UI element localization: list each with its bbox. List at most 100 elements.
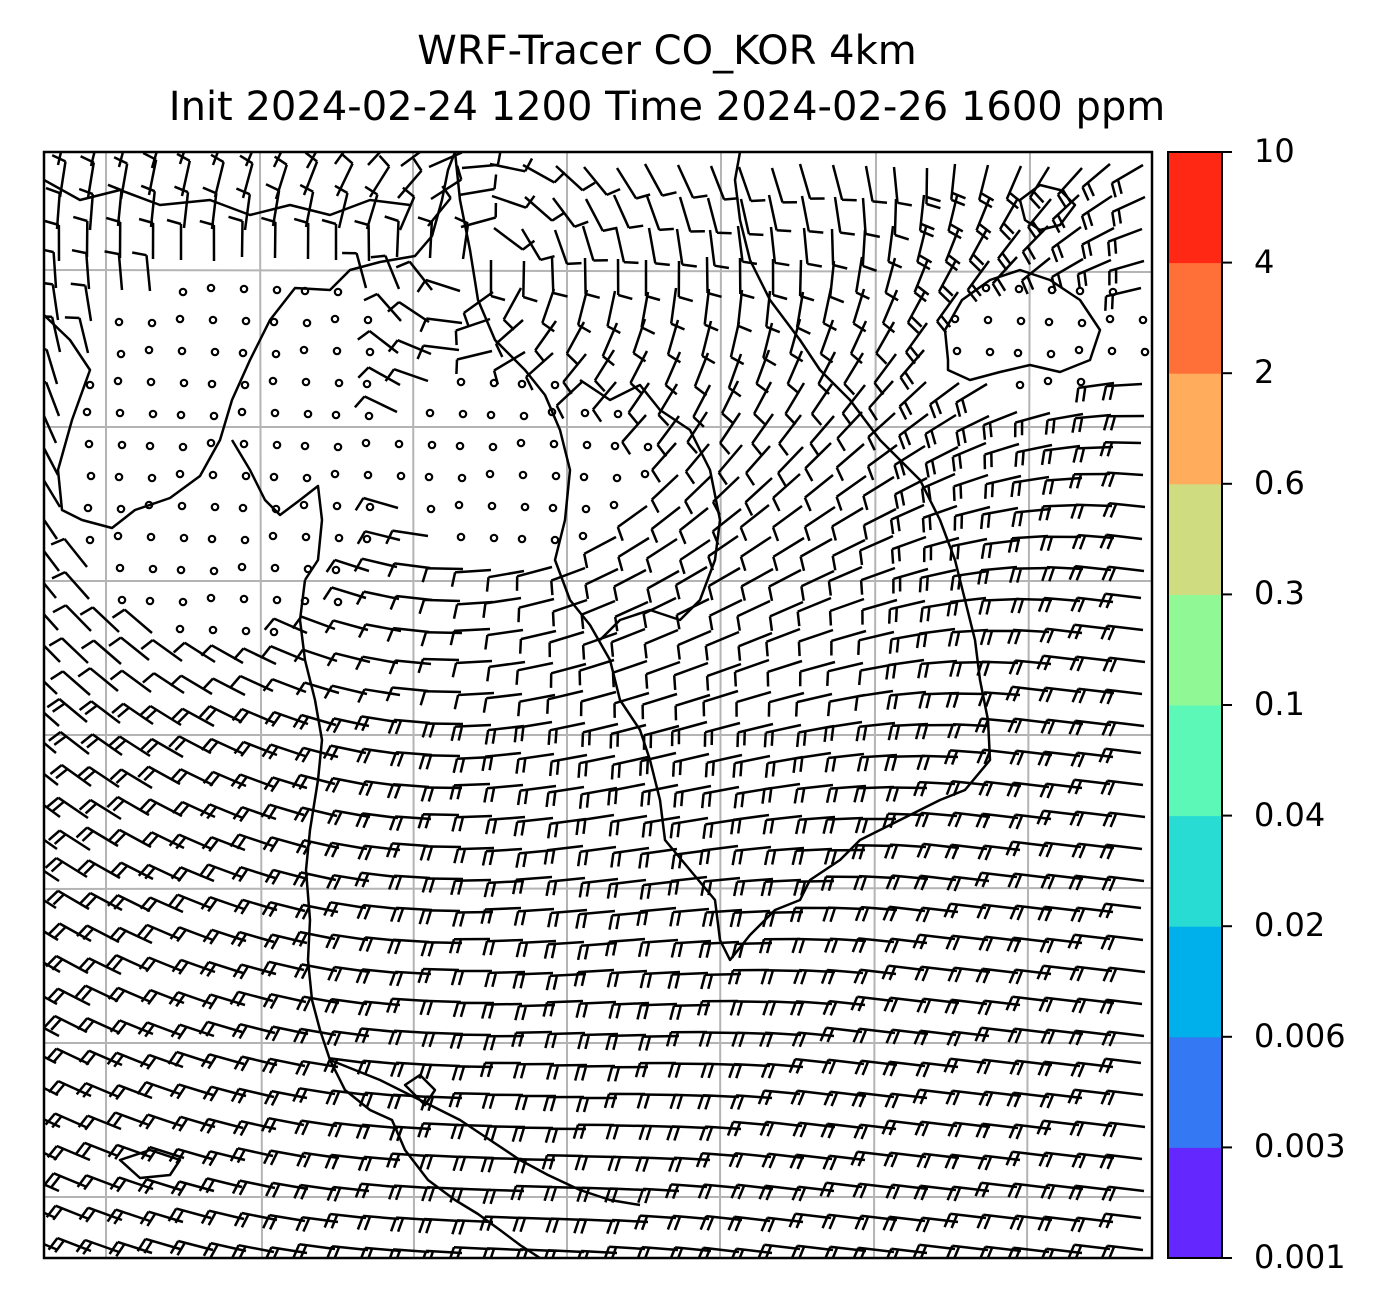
wind-barb xyxy=(1036,654,1080,671)
wind-barb xyxy=(578,877,619,898)
wind-barb xyxy=(106,1051,151,1068)
wind-barb xyxy=(913,258,930,303)
calm-wind-marker xyxy=(238,348,248,358)
calm-wind-marker xyxy=(516,438,526,448)
calm-wind-marker xyxy=(334,533,344,543)
wind-barb xyxy=(884,937,928,954)
wind-barb xyxy=(417,657,460,674)
calm-wind-marker xyxy=(175,314,185,324)
wind-barb xyxy=(417,216,434,259)
calm-wind-marker xyxy=(547,407,557,417)
wind-barb xyxy=(576,941,618,961)
wind-barb xyxy=(646,569,680,603)
wind-barb xyxy=(917,659,958,679)
wind-barb xyxy=(71,248,91,290)
wind-barb xyxy=(951,441,987,472)
calm-wind-marker xyxy=(208,470,218,480)
wind-barb xyxy=(44,248,58,289)
wind-barb xyxy=(44,930,59,942)
wind-barb xyxy=(955,414,990,447)
wind-barb xyxy=(976,1213,1020,1230)
wind-barb xyxy=(739,504,770,542)
wind-barb xyxy=(976,660,1019,677)
wind-barb xyxy=(634,1214,677,1231)
wind-barb xyxy=(1051,194,1080,234)
wind-barb xyxy=(606,969,648,988)
wind-barb xyxy=(1040,444,1081,466)
calm-wind-marker xyxy=(301,532,311,542)
wind-barb xyxy=(947,195,964,240)
wind-barb xyxy=(920,472,956,503)
wind-barb xyxy=(735,690,772,717)
wind-barb xyxy=(333,152,346,165)
colorbar-band xyxy=(1168,262,1222,374)
calm-wind-marker xyxy=(610,441,620,451)
wind-barb xyxy=(943,1057,987,1074)
calm-wind-marker xyxy=(300,596,310,606)
wind-barb xyxy=(512,971,554,989)
calm-wind-marker xyxy=(144,345,154,355)
wind-barb xyxy=(512,1216,555,1233)
wind-barb xyxy=(518,629,557,654)
wind-barb xyxy=(612,568,647,602)
wind-barb xyxy=(794,815,836,835)
calm-wind-marker xyxy=(145,596,155,606)
wind-barb xyxy=(327,965,371,982)
calm-wind-marker xyxy=(548,503,558,513)
wind-barb xyxy=(524,196,565,222)
wind-barb xyxy=(884,843,927,860)
wind-barb xyxy=(49,763,92,788)
wind-barb xyxy=(667,971,709,989)
wind-barb xyxy=(1102,1121,1146,1138)
wind-barb xyxy=(1038,686,1082,703)
calm-wind-marker xyxy=(113,376,123,386)
wind-barb xyxy=(882,905,926,922)
wind-barb xyxy=(767,194,792,233)
colorbar-band xyxy=(1168,705,1222,817)
wind-barb xyxy=(978,780,1022,797)
wind-barb xyxy=(140,988,185,1005)
wind-barb xyxy=(979,506,1019,530)
wind-barb xyxy=(692,384,712,428)
wind-barb xyxy=(672,661,709,690)
calm-wind-marker xyxy=(148,409,158,419)
wind-barb xyxy=(791,1031,835,1048)
calm-wind-marker xyxy=(981,283,991,293)
wind-barb xyxy=(421,566,464,583)
wind-barb xyxy=(977,999,1021,1016)
wind-barb xyxy=(791,847,833,866)
wind-barb xyxy=(138,217,155,260)
wind-barb xyxy=(943,749,987,766)
wind-barb xyxy=(325,558,370,573)
wind-barb xyxy=(609,723,647,749)
wind-barb xyxy=(884,257,899,302)
wind-barb xyxy=(1069,810,1113,827)
wind-barb xyxy=(833,196,855,236)
wind-barb xyxy=(881,289,899,334)
wind-barb xyxy=(294,903,339,920)
wind-barb xyxy=(1068,1184,1112,1201)
wind-barb xyxy=(758,1184,802,1201)
wind-barb xyxy=(430,165,463,201)
wind-barb xyxy=(454,216,470,260)
wind-barb xyxy=(639,751,677,776)
wind-barb xyxy=(449,1033,492,1049)
wind-barb xyxy=(666,1125,709,1141)
wind-barb xyxy=(335,152,354,197)
wind-barb xyxy=(385,842,429,859)
wind-barb xyxy=(511,1126,554,1142)
wind-barb xyxy=(1009,749,1053,766)
wind-barb xyxy=(953,505,991,531)
wind-barb xyxy=(720,380,740,425)
calm-wind-marker xyxy=(241,316,251,326)
colorbar-band xyxy=(1168,483,1222,595)
wind-barb xyxy=(323,1212,367,1229)
wind-barb xyxy=(262,1149,307,1166)
wind-barb xyxy=(637,1187,680,1204)
wind-barb xyxy=(481,1093,524,1110)
calm-wind-marker xyxy=(365,347,375,357)
wind-barb xyxy=(326,652,371,667)
wind-barb xyxy=(884,1092,928,1109)
wind-barb xyxy=(640,291,656,335)
wind-barb xyxy=(1070,596,1114,613)
